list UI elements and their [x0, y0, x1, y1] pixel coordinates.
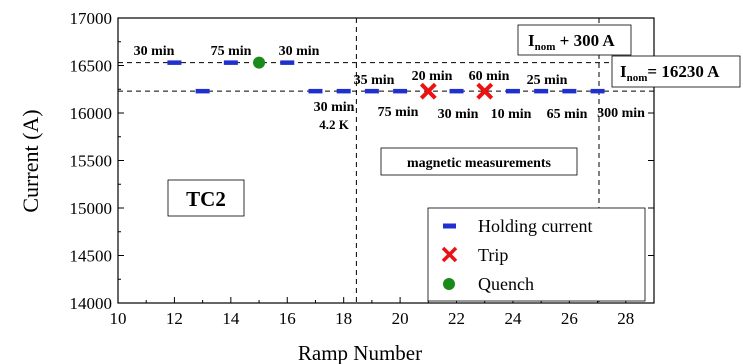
lower-duration-label: 30 min — [314, 100, 355, 115]
legend-swatch-trip — [441, 246, 458, 263]
x-tick-label: 26 — [561, 309, 578, 328]
x-tick-label: 16 — [279, 309, 296, 328]
upper-duration-label: 75 min — [211, 44, 252, 59]
trip-mark — [476, 82, 494, 100]
middle-duration-label: 35 min — [354, 73, 395, 88]
x-tick-label: 24 — [504, 309, 522, 328]
trip-mark-stroke — [419, 82, 437, 100]
y-axis-title: Current (A) — [18, 109, 43, 212]
lower-duration-label: 75 min — [378, 105, 419, 120]
y-tick-label: 16500 — [70, 57, 113, 76]
duration-labels: 30 min 75 min 30 min 35 min 20 min 60 min 25 m… — [134, 44, 646, 132]
x-tick-label: 22 — [448, 309, 465, 328]
x-tick-label: 14 — [222, 309, 240, 328]
y-tick-label: 15500 — [70, 152, 113, 171]
legend-label-holding: Holding current — [478, 216, 592, 236]
y-tick-label: 16000 — [70, 104, 113, 123]
middle-duration-label: 20 min — [412, 69, 453, 84]
x-tick-label: 12 — [166, 309, 183, 328]
y-tick-label: 15000 — [70, 199, 113, 218]
magnetic-measurements-label: magnetic measurements — [407, 156, 552, 171]
trip-mark — [419, 82, 437, 100]
temperature-label: 4.2 K — [319, 117, 350, 132]
inom-plus-label: Inom + 300 A — [528, 31, 615, 53]
upper-duration-label: 30 min — [279, 44, 320, 59]
legend-label-quench: Quench — [478, 274, 534, 294]
axis-ticks: 10 12 14 16 18 20 22 24 26 28 14000 14500 15000 15500… — [70, 9, 654, 328]
inom-plus-box: Inom + 300 A — [517, 24, 632, 56]
lower-duration-label: 300 min — [597, 106, 645, 121]
tc2-label: TC2 — [186, 187, 226, 211]
x-tick-label: 18 — [335, 309, 352, 328]
inom-box: Inom= 16230 A — [611, 55, 741, 88]
middle-duration-label: 25 min — [527, 73, 568, 88]
y-tick-label: 17000 — [70, 9, 113, 28]
upper-duration-label: 30 min — [134, 44, 175, 59]
data-marks — [167, 56, 605, 100]
trip-mark-stroke — [476, 82, 494, 100]
lower-duration-label: 30 min — [438, 107, 479, 122]
x-tick-label: 20 — [392, 309, 409, 328]
lower-duration-label: 65 min — [547, 107, 588, 122]
inom-label: Inom= 16230 A — [620, 62, 720, 84]
lower-duration-label: 10 min — [491, 107, 532, 122]
tc2-box: TC2 — [167, 179, 245, 217]
legend-label-trip: Trip — [478, 245, 508, 265]
quench-mark — [253, 56, 266, 69]
x-tick-label: 28 — [617, 309, 634, 328]
legend-frame — [427, 207, 646, 302]
y-tick-label: 14000 — [70, 294, 113, 313]
middle-duration-label: 60 min — [469, 69, 510, 84]
legend-swatch-quench — [443, 278, 455, 290]
y-tick-label: 14500 — [70, 247, 113, 266]
magnetic-measurements-box: magnetic measurements — [380, 147, 578, 176]
x-tick-label: 10 — [110, 309, 127, 328]
x-axis-title: Ramp Number — [298, 341, 422, 364]
legend: Holding current Trip Quench — [427, 207, 646, 302]
